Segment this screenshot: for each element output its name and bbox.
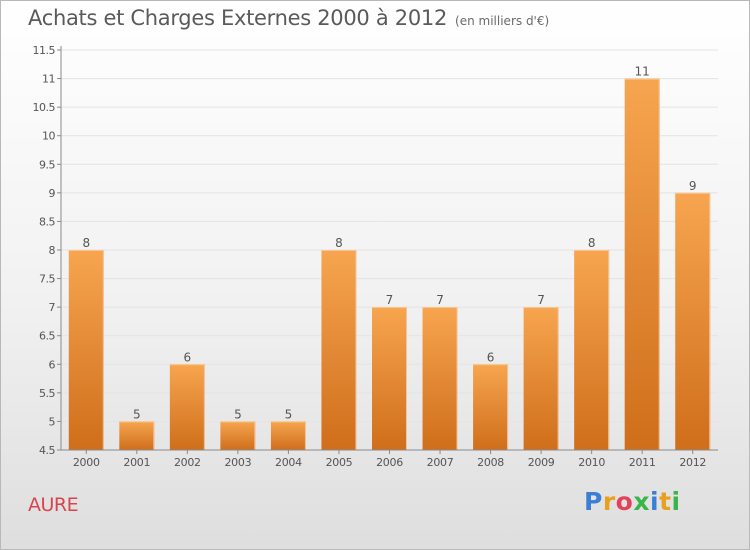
- logo-letter: r: [602, 487, 616, 516]
- commune-name: AURE: [28, 494, 79, 516]
- data-label: 8: [588, 236, 596, 250]
- data-label: 7: [386, 293, 394, 307]
- x-tick-label: 2011: [629, 456, 656, 469]
- bar: [624, 78, 660, 451]
- y-tick-label: 7: [49, 301, 56, 314]
- bar: [372, 307, 407, 450]
- y-tick-label: 11.5: [33, 44, 56, 57]
- y-tick-label: 10: [42, 130, 55, 143]
- y-tick-label: 9: [49, 187, 56, 200]
- chart-title-block: Achats et Charges Externes 2000 à 2012 (e…: [28, 6, 549, 30]
- bar: [574, 250, 610, 450]
- data-label: 9: [689, 179, 697, 193]
- y-tick-label: 8.5: [39, 215, 55, 228]
- x-tick-label: 2002: [174, 456, 201, 469]
- y-tick-label: 6: [49, 358, 56, 371]
- x-tick-label: 2008: [477, 456, 504, 469]
- data-label: 7: [537, 293, 545, 307]
- y-tick-label: 8: [49, 244, 56, 257]
- x-tick-label: 2009: [528, 456, 555, 469]
- logo-letter: x: [633, 487, 650, 516]
- x-tick-label: 2005: [326, 456, 353, 469]
- axes: [57, 46, 718, 454]
- data-label: 7: [436, 293, 444, 307]
- data-label: 5: [285, 407, 293, 421]
- bar: [321, 250, 357, 450]
- bar: [473, 364, 509, 450]
- x-tick-label: 2001: [123, 456, 150, 469]
- proxiti-logo: Proxiti: [584, 487, 681, 516]
- bars: [68, 78, 711, 451]
- tick-labels: 4.5 5 5.5 6 6.5 7 7.5 8 8.5 9 9.5 10 10.5 11 11.5 8 2000…: [33, 44, 707, 469]
- data-label: 5: [234, 407, 242, 421]
- bar: [675, 192, 711, 450]
- y-tick-label: 10.5: [33, 101, 56, 114]
- y-tick-label: 4.5: [39, 444, 55, 457]
- chart-unit: (en milliers d'€): [455, 14, 550, 28]
- bar: [119, 421, 155, 450]
- y-tick-label: 5.5: [39, 387, 55, 400]
- chart-title: Achats et Charges Externes 2000 à 2012: [28, 6, 448, 30]
- data-label: 6: [184, 350, 192, 364]
- logo-letter: i: [650, 487, 660, 516]
- x-tick-label: 2004: [275, 456, 302, 469]
- x-tick-label: 2007: [427, 456, 454, 469]
- x-tick-label: 2006: [376, 456, 403, 469]
- x-tick-label: 2012: [679, 456, 706, 469]
- data-label: 6: [487, 350, 495, 364]
- bar: [68, 250, 104, 450]
- logo-letter: P: [584, 487, 603, 516]
- y-tick-label: 11: [42, 73, 55, 86]
- x-tick-label: 2000: [73, 456, 100, 469]
- data-label: 8: [82, 236, 90, 250]
- logo-letter: o: [615, 487, 634, 516]
- data-label: 5: [133, 407, 141, 421]
- bar: [270, 421, 306, 450]
- logo-letter: t: [659, 487, 672, 516]
- bar: [169, 364, 205, 450]
- y-tick-label: 6.5: [39, 330, 55, 343]
- x-tick-label: 2010: [578, 456, 605, 469]
- logo-letter: i: [671, 487, 681, 516]
- y-tick-label: 7.5: [39, 273, 55, 286]
- y-tick-label: 9.5: [39, 158, 55, 171]
- bar: [422, 307, 458, 450]
- data-label: 11: [635, 65, 650, 79]
- y-tick-label: 5: [49, 415, 56, 428]
- x-tick-label: 2003: [224, 456, 251, 469]
- bar: [523, 307, 559, 450]
- bar: [220, 421, 256, 450]
- data-label: 8: [335, 236, 343, 250]
